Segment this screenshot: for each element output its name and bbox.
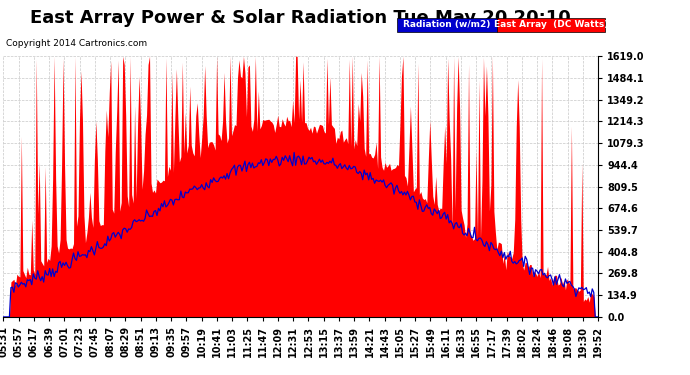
Text: Copyright 2014 Cartronics.com: Copyright 2014 Cartronics.com [6,39,147,48]
Text: East Array  (DC Watts): East Array (DC Watts) [494,20,608,30]
Text: East Array Power & Solar Radiation Tue May 20 20:10: East Array Power & Solar Radiation Tue M… [30,9,571,27]
Text: Radiation (w/m2): Radiation (w/m2) [403,20,491,30]
